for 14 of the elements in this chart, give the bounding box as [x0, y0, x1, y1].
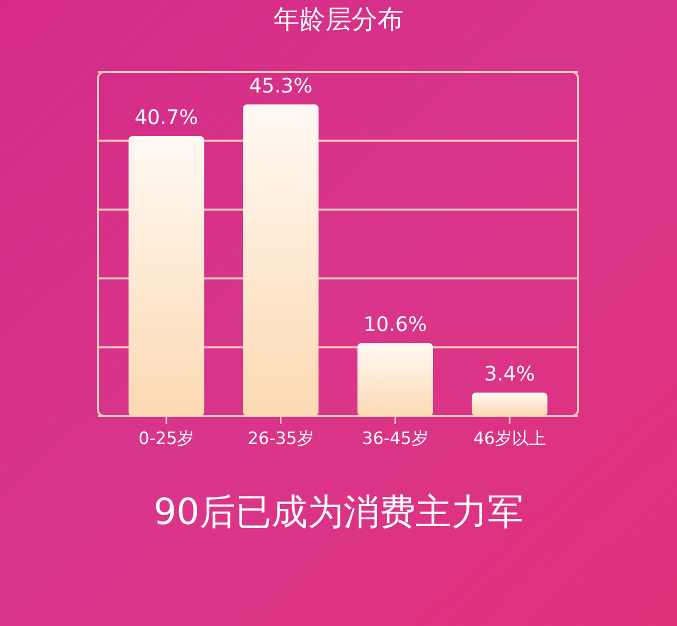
bar — [357, 343, 433, 416]
data-label: 3.4% — [484, 362, 536, 386]
x-tick-label: 46岁以上 — [473, 429, 546, 449]
bar — [472, 392, 548, 416]
chart-title: 年龄层分布 — [274, 5, 404, 35]
bar — [128, 136, 204, 416]
text: 90后已成为消费主力军 — [154, 492, 524, 533]
x-tick-label: 36-45岁 — [362, 429, 428, 449]
data-label: 45.3% — [249, 73, 313, 98]
data-label: 40.7% — [134, 104, 198, 129]
x-tick-label: 26-35岁 — [248, 429, 314, 449]
x-tick-label: 0-25岁 — [138, 429, 194, 449]
data-label: 10.6% — [363, 312, 427, 336]
bar — [243, 104, 319, 416]
